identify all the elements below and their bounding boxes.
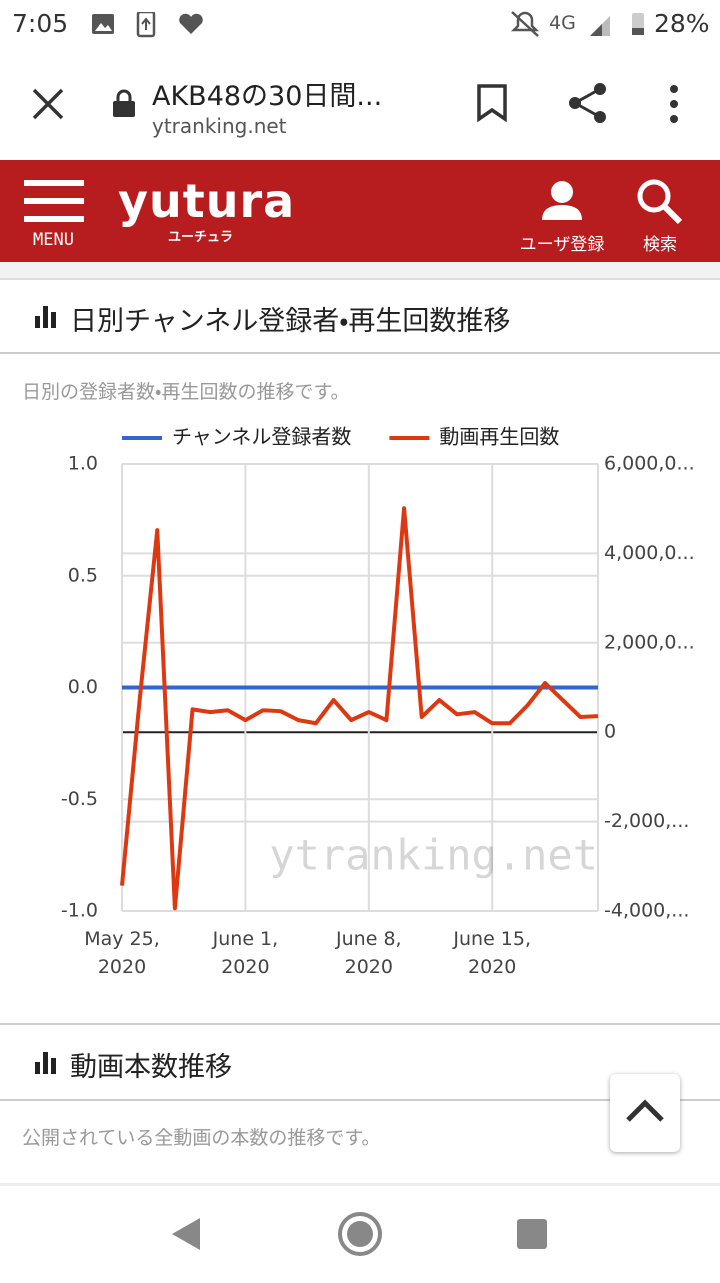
y2-tick-label: 4,000,0... (604, 542, 695, 564)
legend-label: 動画再生回数 (439, 425, 559, 449)
search-label[interactable]: 検索 (643, 235, 677, 255)
y-tick-label: 0.5 (68, 564, 98, 586)
legend-label: チャンネル登録者数 (172, 425, 351, 449)
search-icon[interactable] (636, 178, 684, 226)
site-logo-kana[interactable]: ユーチュラ (168, 230, 234, 245)
home-button[interactable] (336, 1210, 384, 1258)
section-description: 日別の登録者数・再生回数の推移です。 (22, 381, 350, 403)
status-bar: 7:05 4G 28% (0, 0, 720, 48)
divider (0, 1099, 720, 1101)
y2-tick-label: -2,000,... (604, 810, 689, 832)
section-icon (35, 1052, 56, 1074)
lock-icon (113, 89, 135, 117)
page-title[interactable]: AKB48の30日間... (152, 81, 383, 112)
hamburger-icon[interactable] (24, 180, 84, 224)
menu-button[interactable] (666, 84, 682, 124)
y-tick-label: 1.0 (68, 453, 98, 475)
y-tick-label: 0.0 (68, 676, 98, 698)
x-tick-label: June 1, 2020 (212, 928, 279, 978)
battery-level: 28% (654, 9, 710, 38)
site-logo[interactable]: yutura (118, 174, 296, 228)
section-title: 日別チャンネル登録者・再生回数推移 (70, 306, 511, 337)
header-spacer (0, 262, 720, 280)
clock: 7:05 (12, 9, 69, 38)
series-line (120, 506, 599, 911)
share-button[interactable] (568, 82, 608, 124)
notification-icons (92, 12, 203, 38)
y2-tick-label: -4,000,... (604, 900, 689, 922)
user-icon[interactable] (540, 180, 584, 222)
register-label[interactable]: ユーザ登録 (519, 235, 605, 255)
scroll-top-button[interactable] (610, 1074, 680, 1152)
watermark: ytranking.net (269, 831, 598, 880)
y2-tick-label: 0 (604, 721, 616, 743)
section-icon (35, 306, 56, 328)
back-button[interactable] (170, 1216, 202, 1252)
x-tick-label: June 8, 2020 (336, 928, 402, 978)
divider (0, 352, 720, 354)
browser-toolbar: AKB48の30日間... ytranking.net (0, 48, 720, 160)
section-title: 動画本数推移 (70, 1052, 232, 1083)
bookmark-button[interactable] (476, 84, 508, 122)
close-button[interactable] (30, 86, 66, 122)
chevron-up (626, 1099, 664, 1122)
page-url[interactable]: ytranking.net (152, 114, 287, 138)
site-header: MENU yutura ユーチュラ ユーザ登録 検索 (0, 160, 720, 262)
y2-tick-label: 2,000,0... (604, 631, 695, 653)
network-type: 4G (549, 12, 576, 34)
system-icons (510, 11, 644, 37)
menu-label[interactable]: MENU (33, 230, 74, 250)
navigation-bar (0, 1183, 720, 1283)
section-description: 公開されている全動画の本数の推移です。 (22, 1127, 381, 1149)
y-tick-label: -0.5 (61, 788, 98, 810)
x-tick-label: June 15, 2020 (453, 928, 532, 978)
x-tick-label: May 25, 2020 (84, 928, 160, 978)
divider (0, 1023, 720, 1025)
recents-button[interactable] (516, 1218, 548, 1250)
y2-tick-label: 6,000,0... (604, 453, 695, 475)
y-tick-label: -1.0 (61, 900, 98, 922)
